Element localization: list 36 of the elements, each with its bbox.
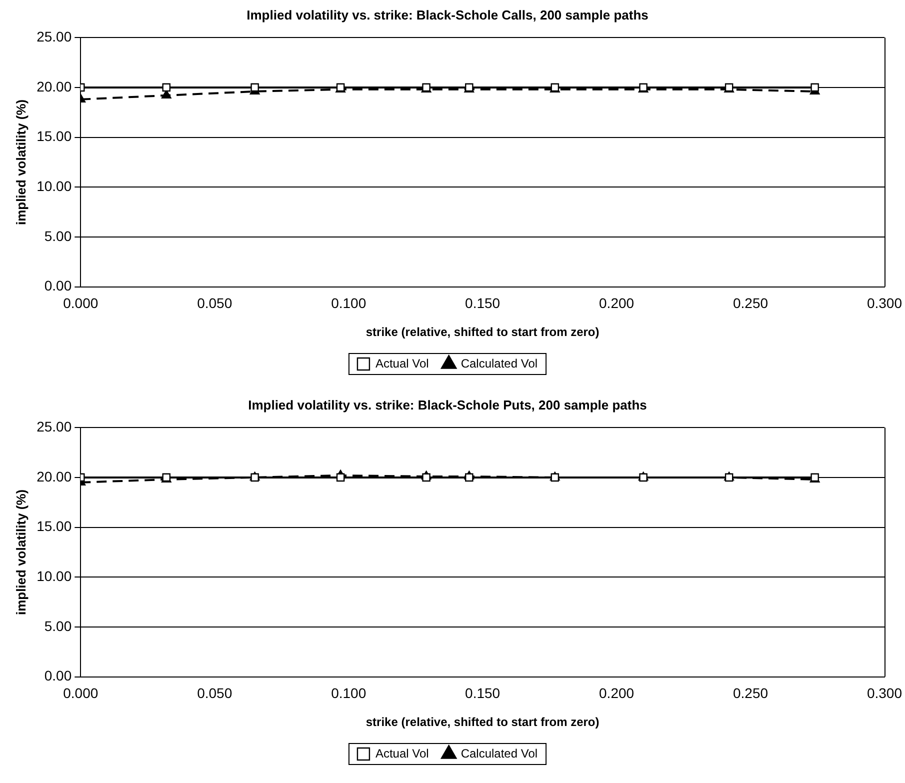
y-tick-label: 0.00 [44,668,72,684]
x-tick-label: 0.250 [732,295,768,312]
x-tick-label: 0.250 [732,685,768,702]
x-tick-label: 0.150 [465,685,500,702]
legend-label: Actual Vol [375,356,429,370]
y-tick-label: 10.00 [36,178,72,194]
y-tick-label: 20.00 [36,78,72,94]
y-tick-label: 5.00 [44,618,72,634]
x-tick-label: 0.100 [331,685,366,702]
legend-label: Actual Vol [375,746,429,760]
x-axis-title: strike (relative, shifted to start from zero) [366,715,600,730]
y-tick-label: 10.00 [36,568,72,584]
x-tick-label: 0.000 [63,685,98,702]
x-tick-label: 0.050 [197,685,232,702]
legend-label: Calculated Vol [460,356,538,370]
x-tick-label: 0.050 [197,295,232,312]
x-tick-label: 0.300 [866,295,902,312]
y-axis-title: implied volatility (%) [13,489,28,616]
y-tick-label: 20.00 [36,468,72,484]
chart-title: Implied volatility vs. strike: Black-Schole Calls, 200 sample paths [246,7,648,22]
x-tick-label: 0.000 [63,295,98,312]
y-tick-label: 15.00 [36,128,72,144]
y-axis-title: implied volatility (%) [13,99,28,226]
x-tick-label: 0.200 [599,295,634,312]
y-tick-label: 25.00 [36,418,72,434]
chart-title: Implied volatility vs. strike: Black-Schole Puts, 200 sample paths [248,397,647,412]
x-tick-label: 0.300 [866,685,902,702]
y-tick-label: 25.00 [36,28,72,44]
y-tick-label: 15.00 [36,518,72,534]
x-tick-label: 0.150 [465,295,500,312]
x-tick-label: 0.100 [331,295,366,312]
y-tick-label: 0.00 [44,278,72,294]
y-tick-label: 5.00 [44,228,72,244]
x-axis-title: strike (relative, shifted to start from zero) [366,325,600,340]
legend-label: Calculated Vol [460,746,538,760]
x-tick-label: 0.200 [599,685,634,702]
